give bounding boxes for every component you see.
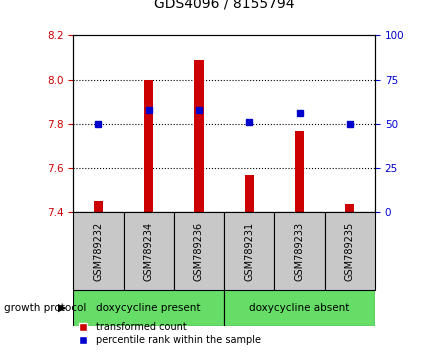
FancyBboxPatch shape: [224, 212, 274, 290]
Text: ▶: ▶: [58, 303, 67, 313]
Bar: [144, 80, 153, 212]
Legend: transformed count, percentile rank within the sample: transformed count, percentile rank withi…: [69, 319, 264, 349]
Bar: [295, 131, 304, 212]
FancyBboxPatch shape: [274, 212, 324, 290]
Text: GSM789233: GSM789233: [294, 222, 304, 281]
Text: doxycycline present: doxycycline present: [96, 303, 200, 313]
FancyBboxPatch shape: [173, 212, 224, 290]
Text: GSM789234: GSM789234: [143, 222, 154, 281]
FancyBboxPatch shape: [324, 212, 374, 290]
FancyBboxPatch shape: [73, 212, 123, 290]
Bar: [194, 60, 203, 212]
Text: GSM789232: GSM789232: [93, 222, 103, 281]
Text: growth protocol: growth protocol: [4, 303, 86, 313]
Text: GSM789231: GSM789231: [244, 222, 254, 281]
Text: GSM789235: GSM789235: [344, 222, 354, 281]
Text: GDS4096 / 8155794: GDS4096 / 8155794: [154, 0, 294, 11]
Bar: [344, 204, 353, 212]
Text: doxycycline absent: doxycycline absent: [249, 303, 349, 313]
FancyBboxPatch shape: [123, 212, 173, 290]
Text: GSM789236: GSM789236: [194, 222, 203, 281]
Bar: [244, 175, 253, 212]
FancyBboxPatch shape: [224, 290, 374, 326]
Bar: [94, 201, 103, 212]
FancyBboxPatch shape: [73, 290, 224, 326]
